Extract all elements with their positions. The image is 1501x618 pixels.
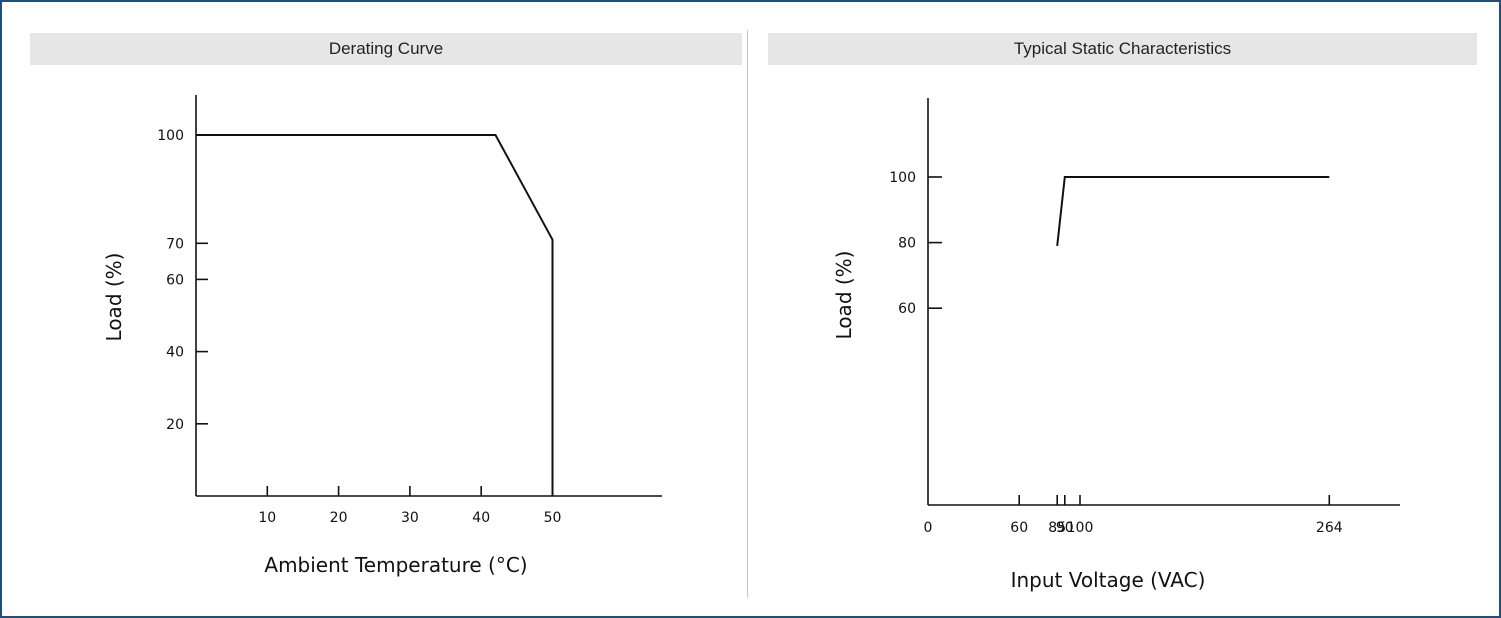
y-tick-label-40: 40	[166, 345, 184, 361]
panel-divider	[747, 30, 748, 598]
x-tick-label-264: 264	[1316, 520, 1343, 536]
y-tick-label-70: 70	[166, 236, 184, 252]
x-tick-label-10: 10	[258, 510, 276, 526]
y-tick-label-100: 100	[157, 128, 184, 144]
x-tick-label-20: 20	[330, 510, 348, 526]
x-tick-label-0: 0	[924, 520, 933, 536]
static-series-line	[1056, 176, 1330, 247]
y-tick-label-80: 80	[898, 236, 916, 252]
y-tick-label-60: 60	[898, 301, 916, 317]
y-tick-label-100: 100	[889, 170, 916, 186]
x-axis-title: Input Voltage (VAC)	[1011, 568, 1206, 592]
x-tick-label-60: 60	[1010, 520, 1028, 536]
x-axis-title: Ambient Temperature (°C)	[264, 553, 527, 577]
chart-title-static: Typical Static Characteristics	[768, 33, 1477, 65]
x-tick-label-100: 100	[1067, 520, 1094, 536]
y-axis-title: Load (%)	[102, 253, 126, 342]
derating-chart: 10 20 30 40 50 20 40 60 70 100 Ambient Temperatur…	[102, 95, 662, 577]
x-tick-label-30: 30	[401, 510, 419, 526]
x-tick-label-40: 40	[472, 510, 490, 526]
x-tick-label-90: 90	[1056, 520, 1074, 536]
y-tick-label-20: 20	[166, 417, 184, 433]
x-tick-label-50: 50	[544, 510, 562, 526]
y-tick-label-60: 60	[166, 272, 184, 288]
derating-series-line	[196, 134, 554, 496]
x-tick-label-85: 85	[1048, 520, 1066, 536]
chart-title-derating: Derating Curve	[30, 33, 742, 65]
y-axis-title: Load (%)	[832, 251, 856, 340]
